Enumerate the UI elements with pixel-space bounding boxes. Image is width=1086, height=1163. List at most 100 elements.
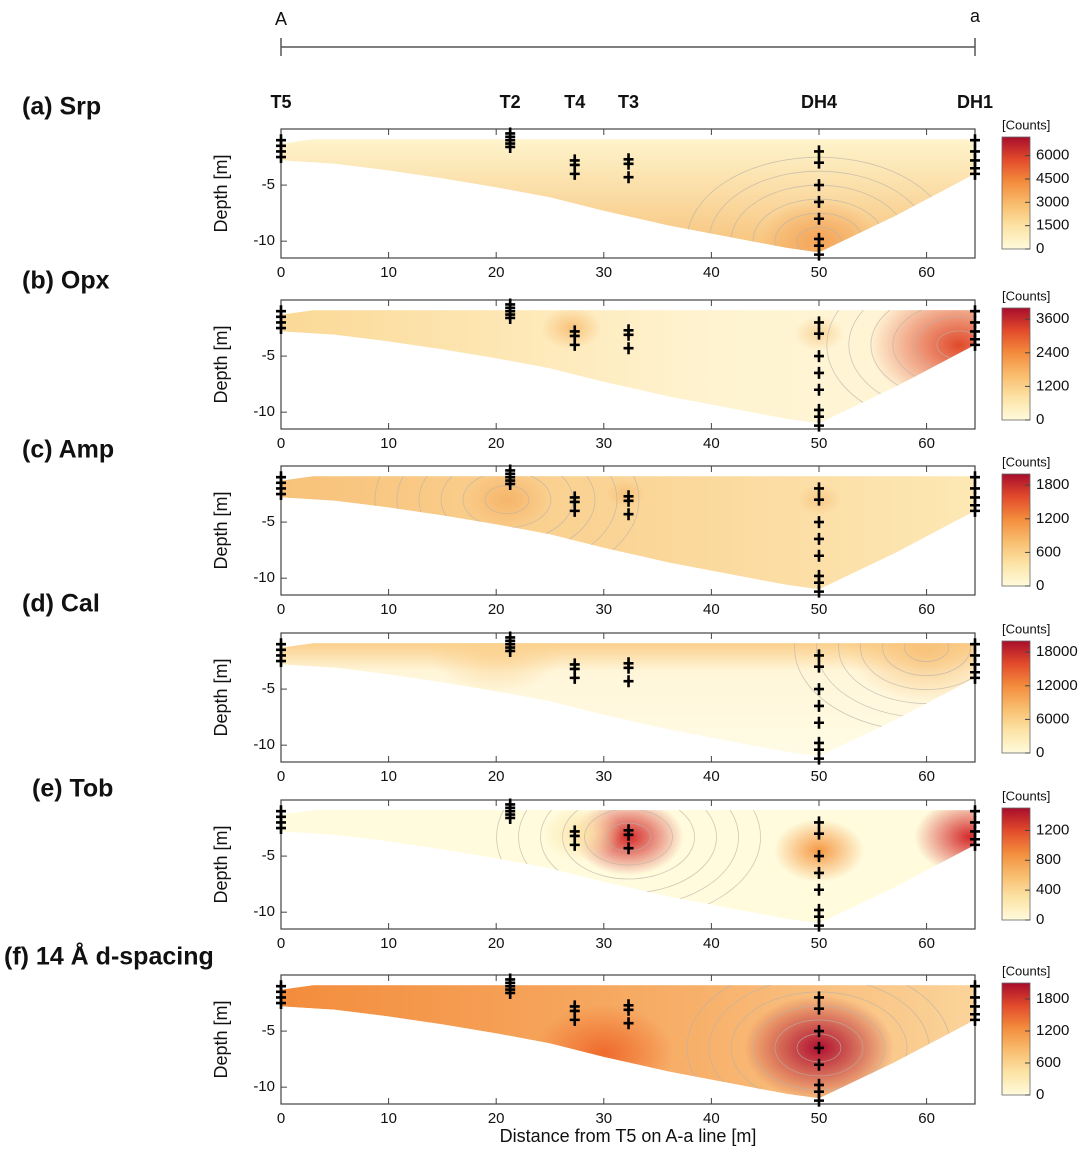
colorbar-tick-label: 1500 xyxy=(1036,217,1069,234)
y-tick-label: -5 xyxy=(262,680,275,697)
x-tick-label: 10 xyxy=(380,1110,397,1127)
sample-cross xyxy=(813,1041,824,1054)
sample-cross xyxy=(813,248,824,261)
sample-cross xyxy=(970,671,980,684)
x-tick-label: 20 xyxy=(488,264,505,281)
sample-cross xyxy=(813,179,824,192)
contour-line xyxy=(484,485,530,515)
sample-cross xyxy=(623,157,634,170)
borehole-label: T5 xyxy=(270,92,291,112)
sample-cross xyxy=(813,419,824,432)
sample-cross xyxy=(505,644,516,657)
x-tick-label: 30 xyxy=(595,435,612,452)
contour-line xyxy=(882,643,971,676)
x-tick-label: 30 xyxy=(595,768,612,785)
y-tick-label: -10 xyxy=(253,569,275,586)
y-tick-label: -5 xyxy=(262,513,275,530)
colorbar xyxy=(1001,640,1031,754)
colorbar-tick-label: 1200 xyxy=(1036,377,1069,394)
sample-cross xyxy=(813,145,824,158)
x-tick-label: 50 xyxy=(811,768,828,785)
plot-frame xyxy=(280,632,976,763)
borehole-label: DH1 xyxy=(957,92,993,112)
sample-cross xyxy=(970,471,980,484)
sample-cross xyxy=(813,585,824,598)
x-tick-label: 40 xyxy=(703,768,720,785)
sample-cross xyxy=(505,477,516,490)
y-tick-label: -10 xyxy=(253,736,275,753)
y-axis-label: Depth [m] xyxy=(211,491,231,569)
x-tick-label: 10 xyxy=(380,768,397,785)
sample-cross xyxy=(623,508,634,521)
y-tick-label: -5 xyxy=(262,1022,275,1039)
field-hotspot xyxy=(868,310,975,408)
sample-cross xyxy=(970,1013,980,1026)
sample-cross xyxy=(813,716,824,729)
plot-frame xyxy=(280,299,976,430)
section-start-label: A xyxy=(275,9,287,29)
panel-title: (b) Opx xyxy=(22,267,110,295)
sample-cross xyxy=(970,980,980,993)
sample-cross xyxy=(623,171,634,184)
x-tick-label: 30 xyxy=(595,1110,612,1127)
colorbar-label: [Counts] xyxy=(1002,963,1050,978)
sample-cross xyxy=(276,151,286,164)
sample-cross xyxy=(813,699,824,712)
x-tick-label: 40 xyxy=(703,1110,720,1127)
y-tick-label: -5 xyxy=(262,176,275,193)
section-end-label: a xyxy=(970,6,981,26)
colorbar xyxy=(1001,307,1031,421)
x-tick-label: 40 xyxy=(703,601,720,618)
x-tick-label: 0 xyxy=(277,435,285,452)
colorbar-tick-label: 800 xyxy=(1036,851,1061,868)
colorbar-tick-label: 0 xyxy=(1036,240,1044,257)
colorbar-tick-label: 1200 xyxy=(1036,510,1069,527)
field-hotspot xyxy=(426,643,567,694)
panel-title: (d) Cal xyxy=(22,590,100,618)
colorbar-tick-label: 12000 xyxy=(1036,677,1078,694)
sample-cross xyxy=(569,1013,580,1026)
colorbar-tick-label: 3000 xyxy=(1036,193,1069,210)
sample-cross xyxy=(623,828,634,841)
sample-cross xyxy=(813,816,824,829)
y-axis-label: Depth [m] xyxy=(211,154,231,232)
x-tick-label: 50 xyxy=(811,1110,828,1127)
x-axis-label: Distance from T5 on A-a line [m] xyxy=(500,1126,757,1146)
x-tick-label: 10 xyxy=(380,264,397,281)
sample-cross xyxy=(276,488,286,501)
contour-line xyxy=(562,810,695,880)
sample-cross xyxy=(813,493,824,506)
sample-cross xyxy=(970,338,980,351)
panel-title: (e) Tob xyxy=(32,775,113,803)
x-tick-label: 0 xyxy=(277,935,285,952)
sample-cross xyxy=(505,311,516,324)
contour-line xyxy=(584,810,673,866)
sample-cross xyxy=(569,671,580,684)
contour-field xyxy=(281,643,975,757)
colorbar-tick-label: 600 xyxy=(1036,1054,1061,1071)
sample-cross xyxy=(505,811,516,824)
sample-cross xyxy=(813,1025,824,1038)
colorbar-tick-label: 0 xyxy=(1036,577,1044,594)
plot-frame xyxy=(280,799,976,930)
sample-cross xyxy=(813,532,824,545)
x-tick-label: 0 xyxy=(277,264,285,281)
sample-cross xyxy=(569,504,580,517)
x-tick-label: 60 xyxy=(918,264,935,281)
sample-cross xyxy=(970,838,980,851)
colorbar-tick-label: 0 xyxy=(1036,411,1044,428)
sample-cross xyxy=(623,675,634,688)
sample-cross xyxy=(970,167,980,180)
sample-cross xyxy=(813,195,824,208)
colorbar-label: [Counts] xyxy=(1002,454,1050,469)
y-tick-label: -10 xyxy=(253,232,275,249)
y-tick-label: -10 xyxy=(253,1078,275,1095)
sample-cross xyxy=(813,549,824,562)
colorbar-tick-label: 6000 xyxy=(1036,710,1069,727)
contour-line xyxy=(860,643,975,690)
sample-cross xyxy=(970,805,980,818)
x-tick-label: 50 xyxy=(811,435,828,452)
sample-cross xyxy=(813,919,824,932)
